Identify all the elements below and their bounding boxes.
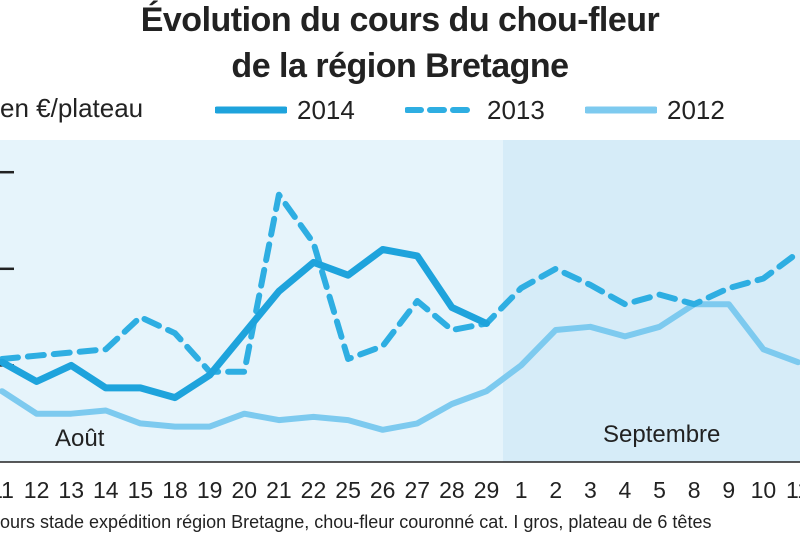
legend-label-2014: 2014 bbox=[297, 94, 355, 125]
x-tick-label: 13 bbox=[58, 477, 84, 503]
x-tick-label: 4 bbox=[619, 477, 632, 503]
x-tick-label: 1 bbox=[515, 477, 528, 503]
y-axis-unit-label: en €/plateau bbox=[0, 93, 144, 123]
series-line-2012 bbox=[0, 301, 800, 433]
legend-swatch-2013 bbox=[405, 107, 477, 113]
x-tick-label: 21 bbox=[266, 477, 292, 503]
x-tick-label: 29 bbox=[474, 477, 500, 503]
x-tick-label: 28 bbox=[439, 477, 465, 503]
x-tick-label: 14 bbox=[93, 477, 119, 503]
x-tick-label: 26 bbox=[370, 477, 396, 503]
x-tick-label: 12 bbox=[24, 477, 50, 503]
series-line-2014 bbox=[0, 246, 490, 402]
x-tick-label: 2 bbox=[549, 477, 562, 503]
footnote-source: ours stade expédition région Bretagne, c… bbox=[0, 512, 712, 532]
month-label-septembre: Septembre bbox=[603, 421, 720, 448]
x-tick-label: 11 bbox=[0, 477, 14, 503]
x-tick-label: 27 bbox=[405, 477, 431, 503]
legend-item-2014: 2014 bbox=[215, 92, 355, 128]
x-tick-label: 8 bbox=[688, 477, 701, 503]
x-tick-label: 5 bbox=[653, 477, 666, 503]
legend-label-2013: 2013 bbox=[487, 94, 545, 125]
x-tick-label: 20 bbox=[231, 477, 257, 503]
x-tick-label: 25 bbox=[335, 477, 361, 503]
legend-label-2012: 2012 bbox=[667, 94, 725, 125]
month-label-aout: Août bbox=[55, 425, 105, 452]
chart-title-line2: de la région Bretagne bbox=[231, 47, 569, 85]
legend-swatch-2014 bbox=[215, 106, 287, 114]
x-tick-label: 18 bbox=[162, 477, 188, 503]
x-tick-label: 19 bbox=[197, 477, 223, 503]
x-tick-label: 11 bbox=[786, 477, 800, 503]
x-tick-label: 10 bbox=[751, 477, 777, 503]
x-tick-label: 15 bbox=[128, 477, 154, 503]
x-tick-label: 3 bbox=[584, 477, 597, 503]
legend-swatch-2012 bbox=[585, 106, 657, 114]
plot-background-septembre bbox=[503, 140, 800, 462]
x-tick-label: 22 bbox=[301, 477, 327, 503]
x-tick-label: 9 bbox=[722, 477, 735, 503]
legend-item-2013: 2013 bbox=[405, 92, 545, 128]
chart-title-line1: Évolution du cours du chou-fleur bbox=[140, 1, 660, 39]
series-line-2013 bbox=[0, 191, 800, 375]
legend-item-2012: 2012 bbox=[585, 92, 725, 128]
